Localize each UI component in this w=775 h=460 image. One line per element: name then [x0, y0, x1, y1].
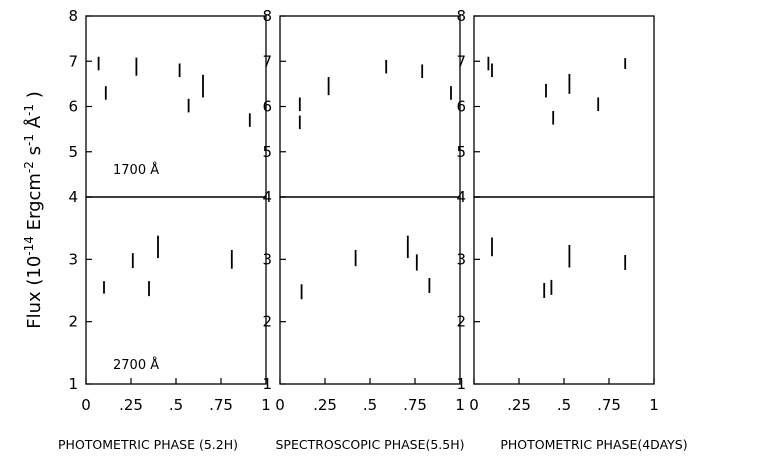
panel-2-upper-frame: [279, 15, 461, 198]
y-tick-label: 6: [456, 98, 466, 116]
panels-group: 0 .25 .5 .75 1 5 6 7 8 1 2 3 4 1700 Å 2700 Å PHOTOMETRI…: [58, 7, 688, 452]
x-tick-label: .25: [507, 396, 531, 414]
y-tick-label: 4: [68, 188, 78, 206]
y-tick-label: 3: [456, 250, 466, 268]
y-tick-label: 4: [456, 188, 466, 206]
x-tick-label: .25: [313, 396, 337, 414]
panel-3-upper-frame: [473, 15, 655, 198]
x-tick-label: .25: [119, 396, 143, 414]
y-tick-label: 2: [456, 313, 466, 331]
x-axis-label: PHOTOMETRIC PHASE(4DAYS): [500, 437, 687, 452]
y-tick-label: 1: [262, 375, 272, 393]
panel-2-lower-frame: [279, 196, 461, 385]
x-tick-label: 0: [275, 396, 285, 414]
x-tick-label: 0: [469, 396, 479, 414]
y-axis-label: Flux (10-14 Ergcm-2 s-1 Å-1 ): [22, 91, 45, 329]
x-tick-label: .5: [169, 396, 183, 414]
y-tick-label: 2: [262, 313, 272, 331]
y-tick-label: 7: [456, 52, 466, 70]
x-tick-label: 1: [455, 396, 465, 414]
y-tick-label: 1: [68, 375, 78, 393]
x-tick-label: .75: [403, 396, 427, 414]
wavelength-label-upper: 1700 Å: [113, 162, 159, 178]
x-tick-label: .75: [209, 396, 233, 414]
y-tick-label: 5: [68, 143, 78, 161]
y-tick-label: 8: [262, 7, 272, 25]
panel-2: 0 .25 .5 .75 1 5 6 7 8 1 2 3 4 SPECTROSCOPIC PHASE(5.…: [262, 7, 464, 452]
y-tick-label: 3: [68, 250, 78, 268]
y-tick-label: 6: [262, 98, 272, 116]
y-tick-label: 7: [262, 52, 272, 70]
x-tick-label: .5: [363, 396, 377, 414]
x-tick-label: 0: [81, 396, 91, 414]
y-tick-label: 7: [68, 52, 78, 70]
panel-1-lower-frame: [85, 196, 267, 385]
panel-1: 0 .25 .5 .75 1 5 6 7 8 1 2 3 4 1700 Å 2700 Å PHOTOMETRI…: [58, 7, 271, 452]
y-tick-label: 5: [262, 143, 272, 161]
x-axis-label: PHOTOMETRIC PHASE (5.2H): [58, 437, 238, 452]
panel-3: 0 .25 .5 .75 1 5 6 7 8 1 2 3 4 PHOTOMETRIC PHASE(4DAY…: [456, 7, 687, 452]
x-tick-label: 1: [649, 396, 659, 414]
y-tick-label: 8: [456, 7, 466, 25]
y-tick-label: 4: [262, 188, 272, 206]
y-tick-label: 5: [456, 143, 466, 161]
x-tick-label: 1: [261, 396, 271, 414]
panel-3-lower-frame: [473, 196, 655, 385]
y-tick-label: 8: [68, 7, 78, 25]
y-tick-label: 2: [68, 313, 78, 331]
y-tick-label: 6: [68, 98, 78, 116]
x-tick-label: .75: [597, 396, 621, 414]
x-axis-label: SPECTROSCOPIC PHASE(5.5H): [275, 437, 464, 452]
y-tick-label: 1: [456, 375, 466, 393]
wavelength-label-lower: 2700 Å: [113, 357, 159, 373]
x-tick-label: .5: [557, 396, 571, 414]
y-tick-label: 3: [262, 250, 272, 268]
